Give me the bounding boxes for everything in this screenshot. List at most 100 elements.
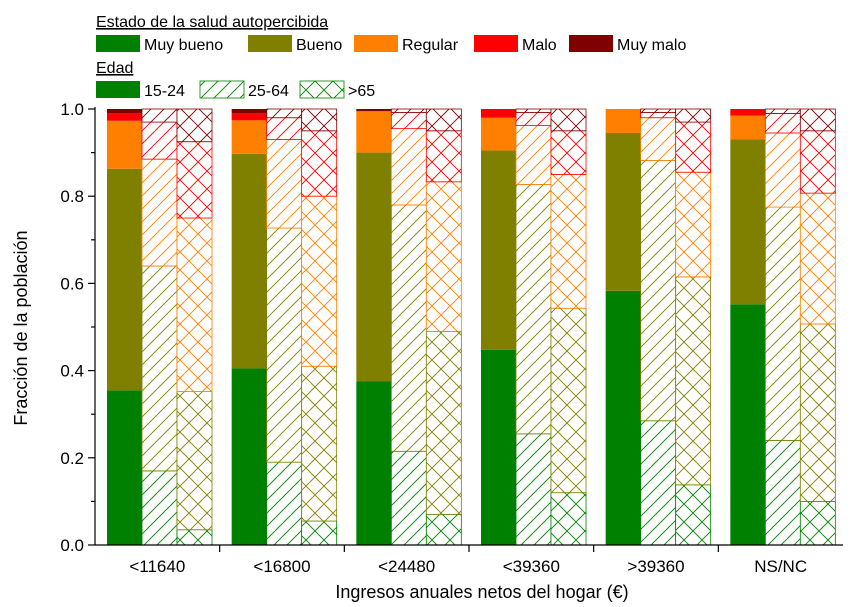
bar-segment-regular	[267, 140, 302, 229]
legend-heading-age: Edad	[96, 60, 133, 77]
bar-segment-malo	[177, 142, 212, 218]
bar-segment-muy-bueno	[516, 434, 551, 545]
bar-segment-regular	[302, 196, 337, 366]
bar-segment-muy-malo	[516, 109, 551, 112]
bar-segment-regular	[676, 172, 711, 277]
bar-segment-regular	[142, 159, 177, 266]
bar-segment-muy-bueno	[426, 514, 461, 545]
bar-segment-muy-bueno	[606, 291, 641, 545]
legend-label: Bueno	[296, 37, 342, 54]
x-tick-label: >39360	[627, 557, 684, 576]
bar-segment-bueno	[551, 308, 586, 492]
bar-segment-muy-malo	[177, 109, 212, 142]
bar-segment-regular	[800, 193, 835, 324]
bar-segment-regular	[481, 118, 516, 151]
bar-segment-muy-malo	[232, 109, 267, 113]
legend-label: 15-24	[144, 83, 185, 100]
bar-segment-regular	[426, 182, 461, 332]
bar-segment-muy-bueno	[765, 440, 800, 545]
legend-swatch	[200, 81, 244, 98]
bar-segment-malo	[676, 122, 711, 172]
bar-segment-muy-bueno	[356, 382, 391, 546]
bar-segment-bueno	[356, 153, 391, 382]
bar-segment-muy-bueno	[676, 485, 711, 545]
x-axis-title: Ingresos anuales netos del hogar (€)	[335, 582, 628, 602]
legend-heading-health: Estado de la salud autopercibida	[96, 14, 328, 31]
bar-segment-regular	[356, 111, 391, 152]
bar-segment-muy-malo	[142, 109, 177, 122]
bar-segment-muy-bueno	[267, 462, 302, 545]
x-tick-label: <39360	[503, 557, 560, 576]
legend-label: Regular	[402, 37, 459, 54]
bar-segment-muy-bueno	[302, 521, 337, 545]
bar-segment-bueno	[177, 392, 212, 530]
bar-segment-muy-bueno	[391, 451, 426, 545]
bar-segment-bueno	[267, 228, 302, 462]
bar-segment-malo	[516, 112, 551, 125]
bar-segment-muy-bueno	[232, 368, 267, 545]
bar-segment-muy-bueno	[551, 493, 586, 545]
bar-segment-regular	[641, 118, 676, 161]
bar-segment-muy-malo	[356, 109, 391, 111]
bar-segment-malo	[426, 131, 461, 182]
bar-segment-muy-malo	[267, 109, 302, 118]
legend-swatch	[354, 35, 398, 52]
bar-segment-malo	[267, 118, 302, 140]
y-axis-title: Fracción de la población	[11, 230, 31, 425]
bar-segment-regular	[107, 121, 142, 169]
bar-segment-regular	[730, 116, 765, 140]
legend-swatch	[96, 81, 140, 98]
bar-segment-muy-bueno	[641, 421, 676, 545]
bar-segment-bueno	[730, 140, 765, 305]
bar-segment-bueno	[606, 133, 641, 291]
legend: Estado de la salud autopercibida Muy buen…	[96, 14, 686, 100]
x-tick-label: <24480	[378, 557, 435, 576]
bar-segment-bueno	[765, 207, 800, 440]
bar-segment-bueno	[107, 169, 142, 390]
bar-segment-regular	[177, 218, 212, 392]
bar-segment-malo	[232, 113, 267, 120]
bar-segment-muy-malo	[302, 109, 337, 131]
legend-label: Malo	[522, 37, 557, 54]
bar-segment-muy-bueno	[177, 530, 212, 545]
bar-segment-muy-malo	[641, 109, 676, 112]
y-tick-label: 1.0	[60, 100, 84, 119]
bar-segment-regular	[516, 126, 551, 185]
legend-label: Muy malo	[617, 37, 686, 54]
x-tick-label: <11640	[129, 557, 185, 576]
bar-segment-regular	[232, 120, 267, 154]
bar-segment-malo	[641, 112, 676, 117]
bar-segment-regular	[391, 129, 426, 205]
bar-segment-malo	[107, 113, 142, 120]
bar-segment-muy-malo	[107, 109, 142, 113]
bar-segment-bueno	[142, 266, 177, 471]
bar-segment-malo	[765, 113, 800, 133]
bar-segment-muy-malo	[800, 109, 835, 131]
bar-segment-muy-malo	[426, 109, 461, 131]
x-tick-label: NS/NC	[754, 557, 807, 576]
bar-segment-muy-malo	[551, 109, 586, 131]
bar-segment-regular	[765, 133, 800, 207]
bar-segment-muy-bueno	[800, 501, 835, 545]
bar-segment-muy-bueno	[481, 350, 516, 545]
bar-segment-muy-malo	[391, 109, 426, 112]
bar-segment-bueno	[800, 324, 835, 501]
legend-swatch	[248, 35, 292, 52]
bar-segment-malo	[551, 131, 586, 175]
bar-segment-muy-bueno	[730, 304, 765, 545]
bar-segment-bueno	[481, 150, 516, 349]
bar-segment-bueno	[302, 366, 337, 521]
bar-segment-bueno	[516, 184, 551, 433]
bar-segment-malo	[302, 131, 337, 196]
legend-swatch	[96, 35, 140, 52]
bar-segment-muy-malo	[765, 109, 800, 113]
bar-segment-bueno	[641, 160, 676, 420]
bar-segment-bueno	[426, 331, 461, 514]
y-tick-label: 0.8	[60, 187, 84, 206]
bars	[107, 109, 835, 545]
legend-swatch	[300, 81, 344, 98]
y-tick-label: 0.6	[60, 274, 84, 293]
y-tick-label: 0.4	[60, 362, 84, 381]
bar-segment-malo	[800, 131, 835, 193]
bar-segment-malo	[481, 109, 516, 118]
